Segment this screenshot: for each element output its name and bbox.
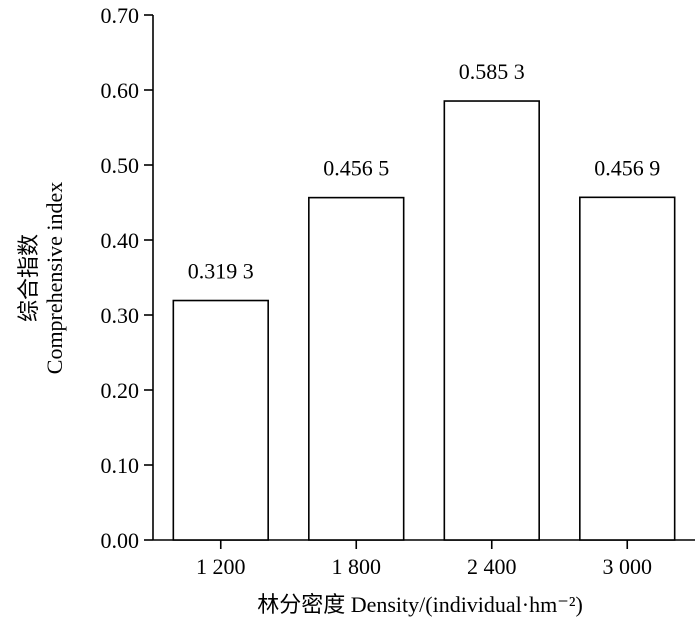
data-label: 0.319 3 bbox=[188, 259, 254, 284]
bar bbox=[172, 299, 269, 541]
x-tick-label: 2 400 bbox=[467, 554, 517, 579]
x-tick-label: 1 800 bbox=[332, 554, 382, 579]
y-tick-label: 0.10 bbox=[101, 453, 140, 478]
bar bbox=[443, 100, 540, 541]
y-tick-label: 0.70 bbox=[101, 3, 140, 28]
y-tick-label: 0.50 bbox=[101, 153, 140, 178]
y-axis-title-cn: 综合指数 bbox=[16, 234, 41, 322]
data-label: 0.585 3 bbox=[459, 59, 525, 84]
bar bbox=[579, 196, 676, 541]
x-axis-title: 林分密度 Density/(individual·hm⁻²) bbox=[257, 592, 583, 617]
data-label: 0.456 5 bbox=[323, 156, 389, 181]
y-tick-label: 0.00 bbox=[101, 528, 140, 553]
y-axis-title-en: Comprehensive index bbox=[42, 182, 67, 374]
y-axis-title: 综合指数 Comprehensive index bbox=[16, 182, 67, 374]
y-tick-label: 0.20 bbox=[101, 378, 140, 403]
y-axis: 0.00 0.10 0.20 0.30 0.40 0.50 0.60 0.70 bbox=[101, 3, 154, 553]
data-label: 0.456 9 bbox=[594, 155, 660, 180]
bars bbox=[172, 100, 676, 541]
x-axis: 1 200 1 800 2 400 3 000 bbox=[153, 539, 695, 579]
bar bbox=[308, 196, 405, 541]
y-tick-label: 0.30 bbox=[101, 303, 140, 328]
y-tick-label: 0.60 bbox=[101, 78, 140, 103]
data-labels: 0.319 3 0.456 5 0.585 3 0.456 9 bbox=[188, 59, 661, 284]
x-tick-label: 1 200 bbox=[196, 554, 246, 579]
y-tick-label: 0.40 bbox=[101, 228, 140, 253]
x-tick-label: 3 000 bbox=[603, 554, 653, 579]
